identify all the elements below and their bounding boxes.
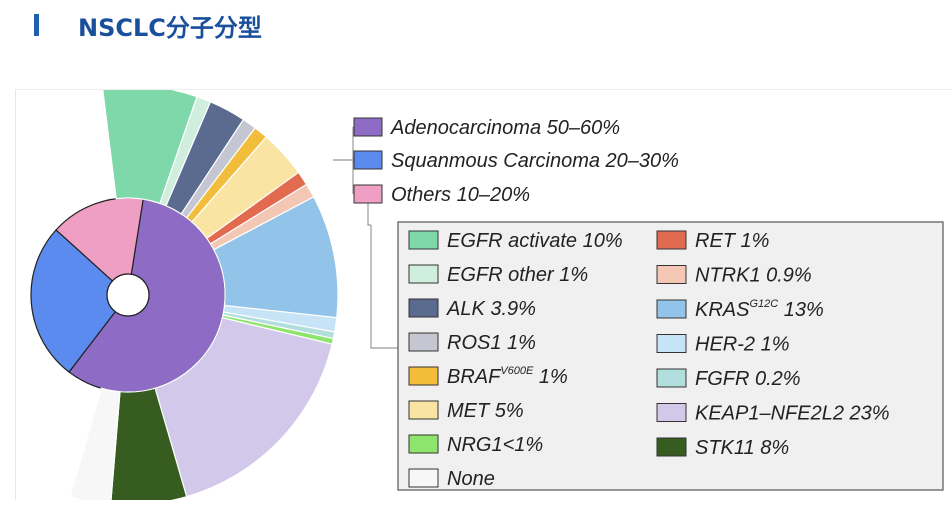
legend-swatch-kras: [656, 299, 687, 319]
legend-label-ret-1: RET 1%: [695, 230, 769, 252]
legend-swatch-ret-1: [656, 230, 687, 250]
legend-label-adenocarcinoma: Adenocarcinoma 50–60%: [390, 117, 620, 139]
inner-ring: [30, 197, 226, 393]
legend-swatch-stk11-8: [656, 437, 687, 457]
legend-label-none: None: [447, 468, 495, 490]
sunburst-chart: Adenocarcinoma 50–60% Squanmous Carcinoma…: [30, 90, 944, 500]
legend-connectors: [333, 126, 398, 349]
legend-swatch-nrg1-1: [408, 434, 439, 454]
legend-swatch-braf: [408, 366, 439, 386]
legend-label-braf: BRAFV600E 1%: [447, 365, 568, 388]
legend-label-met-5: MET 5%: [447, 400, 524, 422]
legend-label-squanmous: Squanmous Carcinoma 20–30%: [391, 150, 679, 172]
legend-swatch-squanmous: [353, 150, 383, 170]
legend-swatch-egfr-activate-10: [408, 230, 439, 250]
legend-swatch-fgfr-0-2: [656, 368, 687, 388]
outer-slice-keap1-nfe2l2-23: [154, 316, 333, 498]
legend-label-egfr-activate-10: EGFR activate 10%: [447, 230, 623, 252]
legend-swatch-met-5: [408, 400, 439, 420]
legend-label-ros1-1: ROS1 1%: [447, 332, 536, 354]
legend-label-kras: KRASG12C 13%: [695, 298, 824, 321]
chart-figure: Adenocarcinoma 50–60% Squanmous Carcinoma…: [15, 89, 951, 500]
outer-ring: [69, 90, 339, 500]
legend-label-keap1-nfe2l2-23: KEAP1–NFE2L2 23%: [695, 403, 890, 425]
legend-label-fgfr-0-2: FGFR 0.2%: [695, 368, 801, 390]
others-legend: EGFR activate 10% EGFR other 1% ALK 3.9% RO…: [408, 230, 890, 490]
legend-swatch-alk-3-9: [408, 298, 439, 318]
title-accent-bar: [34, 14, 39, 36]
legend-swatch-none: [408, 468, 439, 488]
legend-label-egfr-other-1: EGFR other 1%: [447, 264, 588, 286]
outer-slice-stk11-8: [110, 387, 188, 500]
legend-label-stk11-8: STK11 8%: [695, 437, 789, 459]
center-hole: [106, 273, 150, 317]
legend-swatch-egfr-other-1: [408, 264, 439, 284]
legend-swatch-others: [353, 184, 383, 204]
legend-swatch-ros1-1: [408, 332, 439, 352]
legend-swatch-ntrk1-0-9: [656, 265, 687, 284]
legend-swatch-adenocarcinoma: [353, 117, 383, 137]
legend-swatch-her-2-1: [656, 334, 687, 353]
outer-slice-none: [69, 387, 121, 500]
legend-label-nrg1-1: NRG1<1%: [447, 434, 543, 456]
legend-label-others: Others 10–20%: [391, 184, 530, 206]
legend-label-her-2-1: HER-2 1%: [695, 334, 789, 356]
legend-swatch-keap1-nfe2l2-23: [656, 403, 687, 422]
legend-label-alk-3-9: ALK 3.9%: [446, 298, 536, 320]
top-legend: Adenocarcinoma 50–60% Squanmous Carcinoma…: [353, 117, 679, 206]
page-title: NSCLC分子分型: [78, 14, 262, 42]
legend-label-ntrk1-0-9: NTRK1 0.9%: [695, 265, 812, 287]
